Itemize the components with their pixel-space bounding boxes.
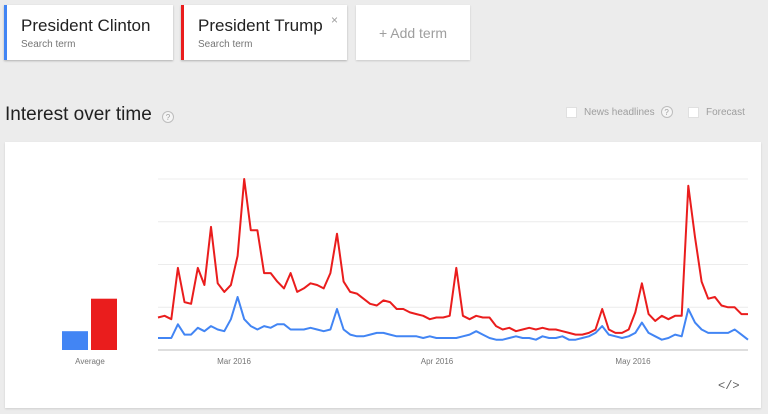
news-headlines-option[interactable]: News headlines ? xyxy=(566,105,673,119)
help-icon[interactable]: ? xyxy=(660,106,673,118)
embed-code-icon[interactable]: </> xyxy=(718,379,740,393)
series-line xyxy=(158,296,749,341)
term-color-indicator xyxy=(4,5,7,60)
term-subtitle: Search term xyxy=(21,39,76,50)
add-term-button[interactable]: + Add term xyxy=(356,5,470,60)
term-color-indicator xyxy=(181,5,184,60)
term-name[interactable]: President Clinton xyxy=(21,16,151,35)
forecast-label[interactable]: Forecast xyxy=(706,106,745,118)
forecast-option[interactable]: Forecast xyxy=(688,105,745,119)
x-tick-label: Mar 2016 xyxy=(217,357,251,366)
x-tick-label: Apr 2016 xyxy=(421,357,454,366)
forecast-checkbox[interactable] xyxy=(688,106,699,118)
term-card-president-trump[interactable]: President Trump Search term × xyxy=(181,5,347,60)
news-headlines-label[interactable]: News headlines xyxy=(584,106,655,118)
help-icon[interactable]: ? xyxy=(162,111,174,123)
series-line xyxy=(157,178,748,336)
section-title: Interest over time xyxy=(5,104,152,125)
news-headlines-checkbox[interactable] xyxy=(566,106,577,118)
term-card-president-clinton[interactable]: President Clinton Search term xyxy=(4,5,173,60)
term-subtitle: Search term xyxy=(198,39,253,50)
chart-panel: Average Mar 2016 Apr 2016 May 2016 </> xyxy=(5,142,761,408)
term-name[interactable]: President Trump xyxy=(198,16,323,35)
close-icon[interactable]: × xyxy=(330,13,338,27)
average-bar xyxy=(62,331,88,350)
x-tick-label: May 2016 xyxy=(615,357,651,366)
average-bar xyxy=(91,298,117,350)
average-label: Average xyxy=(75,357,105,366)
interest-over-time-chart[interactable]: Average Mar 2016 Apr 2016 May 2016 xyxy=(5,142,761,408)
